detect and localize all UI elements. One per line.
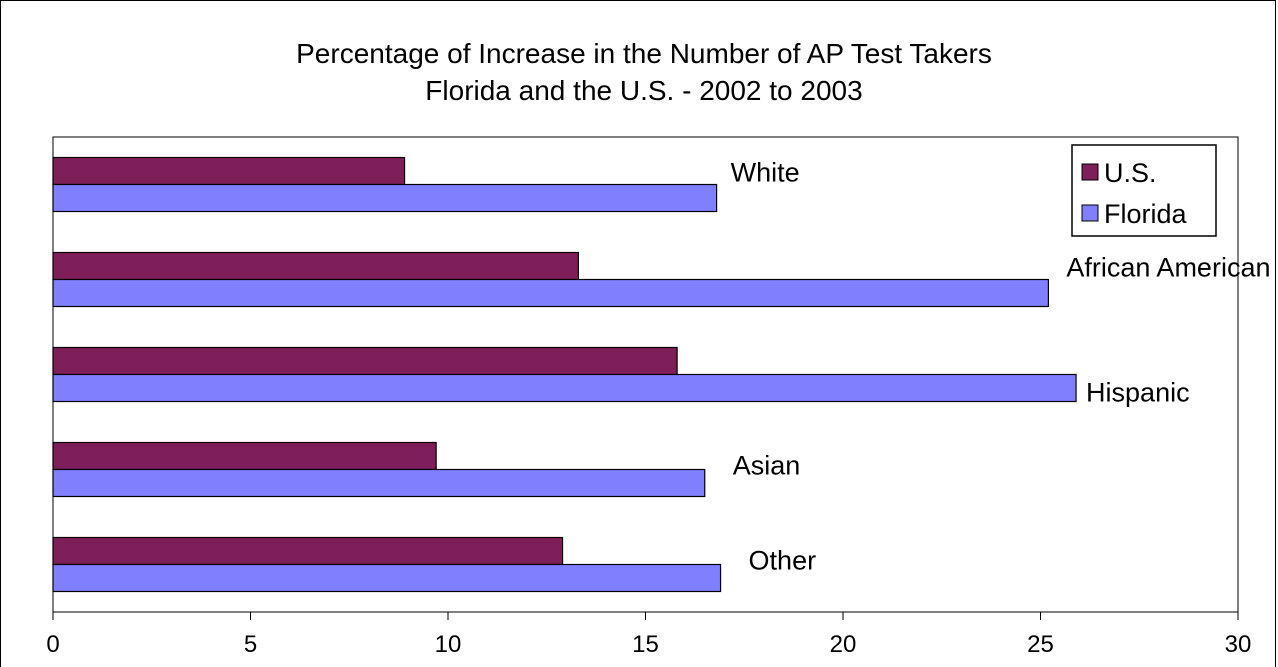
bar-u-s-asian	[53, 443, 436, 470]
x-tick-label-0: 0	[46, 631, 59, 658]
bars-group	[53, 158, 1076, 592]
legend-label-florida: Florida	[1104, 199, 1188, 229]
legend-swatch-florida	[1082, 205, 1098, 221]
category-label-asian: Asian	[733, 451, 801, 481]
bar-florida-hispanic	[53, 375, 1076, 402]
bar-florida-white	[53, 185, 717, 212]
legend-swatch-u-s	[1082, 164, 1098, 180]
x-tick-label-15: 15	[632, 631, 659, 658]
bar-florida-asian	[53, 470, 705, 497]
x-tick-label-30: 30	[1225, 631, 1252, 658]
x-tick-label-5: 5	[244, 631, 257, 658]
x-tick-label-20: 20	[830, 631, 857, 658]
category-label-white: White	[731, 158, 800, 188]
chart-title-line-2: Florida and the U.S. - 2002 to 2003	[425, 75, 862, 106]
bar-u-s-hispanic	[53, 348, 677, 375]
chart-title: Percentage of Increase in the Number of …	[296, 38, 992, 106]
bar-u-s-white	[53, 158, 405, 185]
bar-u-s-other	[53, 538, 563, 565]
legend-label-u-s: U.S.	[1104, 158, 1157, 188]
bar-florida-other	[53, 565, 721, 592]
x-tick-label-10: 10	[435, 631, 462, 658]
bar-florida-african-american	[53, 280, 1048, 307]
category-label-other: Other	[749, 546, 817, 576]
category-label-hispanic: Hispanic	[1086, 378, 1190, 408]
x-tick-label-25: 25	[1027, 631, 1054, 658]
category-label-african-american: African American	[1066, 253, 1270, 283]
bar-u-s-african-american	[53, 253, 578, 280]
legend: U.S. Florida	[1072, 145, 1216, 236]
x-axis: 0 5 10 15 20 25 30	[46, 612, 1251, 658]
chart-title-line-1: Percentage of Increase in the Number of …	[296, 38, 992, 69]
